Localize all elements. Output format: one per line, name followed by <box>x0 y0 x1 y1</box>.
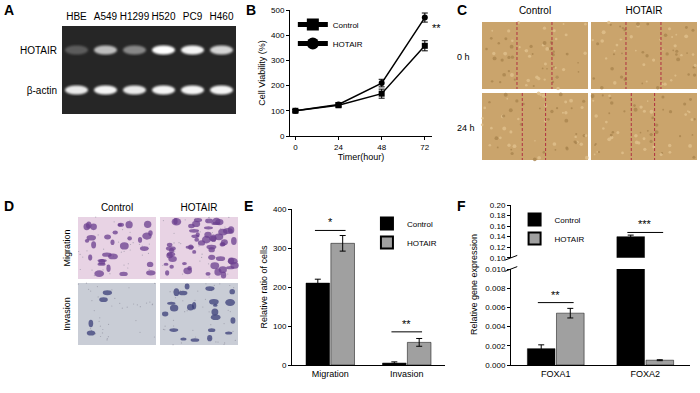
svg-text:100: 100 <box>271 107 285 116</box>
svg-text:0.10: 0.10 <box>490 254 506 263</box>
html-text:F: F <box>457 198 466 214</box>
html-text:B: B <box>246 2 257 18</box>
svg-text:300: 300 <box>271 56 285 65</box>
svg-text:HBE: HBE <box>66 11 87 22</box>
svg-text:Timer(hour): Timer(hour) <box>338 152 385 162</box>
svg-text:***: *** <box>638 218 652 230</box>
svg-text:0.12: 0.12 <box>490 243 506 252</box>
svg-text:PC9: PC9 <box>183 11 203 22</box>
svg-text:H460: H460 <box>210 11 234 22</box>
svg-text:200: 200 <box>273 283 287 292</box>
svg-text:HOTAIR: HOTAIR <box>333 40 363 49</box>
svg-text:48: 48 <box>377 143 386 152</box>
svg-text:0.004: 0.004 <box>485 322 506 331</box>
svg-text:0: 0 <box>280 132 285 141</box>
svg-text:0.20: 0.20 <box>490 201 506 210</box>
svg-text:HOTAIR: HOTAIR <box>625 5 662 16</box>
svg-text:**: ** <box>402 318 411 330</box>
svg-text:Cell Viability (%): Cell Viability (%) <box>257 40 267 105</box>
svg-text:200: 200 <box>271 81 285 90</box>
svg-text:0.010: 0.010 <box>485 265 506 274</box>
svg-text:**: ** <box>432 22 441 34</box>
svg-text:0.14: 0.14 <box>490 232 506 241</box>
svg-text:Relative gene expression: Relative gene expression <box>469 234 479 335</box>
svg-text:Migration: Migration <box>312 369 349 379</box>
svg-text:0: 0 <box>282 361 287 370</box>
svg-text:Invasion: Invasion <box>390 369 424 379</box>
svg-text:0.008: 0.008 <box>485 284 506 293</box>
svg-text:24: 24 <box>334 143 343 152</box>
html-text:E: E <box>244 198 254 214</box>
svg-text:A549: A549 <box>94 11 118 22</box>
svg-text:0.16: 0.16 <box>490 222 506 231</box>
svg-text:H520: H520 <box>152 11 176 22</box>
svg-text:H1299: H1299 <box>120 11 150 22</box>
svg-text:β-actin: β-actin <box>27 85 57 96</box>
svg-text:Control: Control <box>101 202 133 213</box>
svg-text:0 h: 0 h <box>457 52 470 62</box>
svg-text:Invasion: Invasion <box>62 297 72 331</box>
svg-text:0.006: 0.006 <box>485 303 506 312</box>
svg-text:Control: Control <box>333 21 359 30</box>
svg-text:FOXA1: FOXA1 <box>541 369 571 379</box>
svg-text:HOTAIR: HOTAIR <box>180 202 217 213</box>
svg-text:300: 300 <box>273 244 287 253</box>
svg-text:100: 100 <box>273 322 287 331</box>
html-text:C: C <box>457 2 468 18</box>
html-text:A: A <box>4 2 15 18</box>
svg-text:400: 400 <box>271 31 285 40</box>
svg-text:Control: Control <box>555 216 581 225</box>
svg-text:Migration: Migration <box>62 229 72 266</box>
svg-text:24 h: 24 h <box>457 123 475 133</box>
svg-text:Control: Control <box>407 220 433 229</box>
svg-text:0.002: 0.002 <box>485 342 506 351</box>
svg-text:0.000: 0.000 <box>485 361 506 370</box>
svg-text:HOTAIR: HOTAIR <box>555 235 585 244</box>
svg-text:Relative ratio of cells: Relative ratio of cells <box>259 245 269 329</box>
svg-text:0.18: 0.18 <box>490 211 506 220</box>
svg-text:400: 400 <box>273 205 287 214</box>
svg-text:HOTAIR: HOTAIR <box>20 45 57 56</box>
svg-text:*: * <box>328 216 333 228</box>
svg-text:HOTAIR: HOTAIR <box>407 239 437 248</box>
svg-text:500: 500 <box>271 6 285 15</box>
svg-text:**: ** <box>551 289 560 301</box>
svg-text:72: 72 <box>420 143 429 152</box>
svg-text:FOXA2: FOXA2 <box>630 369 660 379</box>
svg-text:0: 0 <box>293 143 298 152</box>
html-text:D: D <box>4 198 15 214</box>
svg-text:Control: Control <box>519 5 551 16</box>
